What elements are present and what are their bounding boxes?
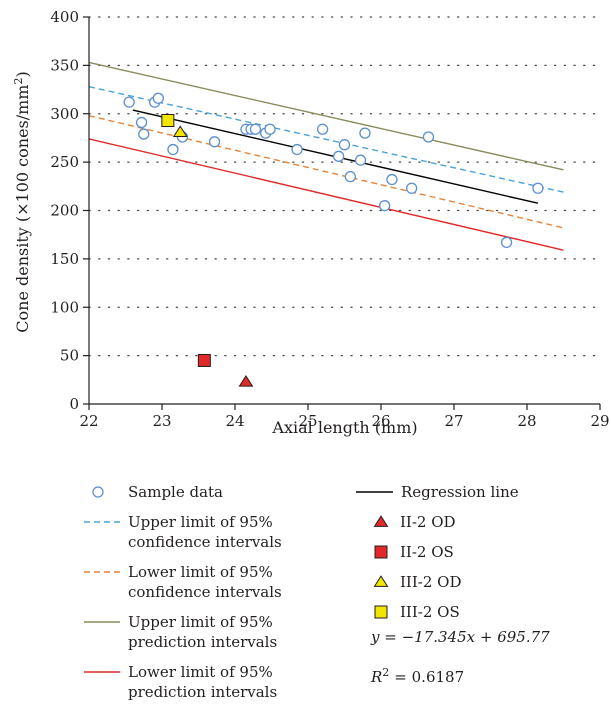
grid-lines [88, 16, 601, 357]
legend-item-upper-pi: Upper limit of 95% prediction intervals [84, 613, 277, 651]
ii2-os-point [197, 353, 211, 367]
legend-label-upper-pi-1: prediction intervals [128, 633, 277, 651]
sample-point-7 [208, 136, 221, 148]
legend-label-iii2-os: III-2 OS [400, 603, 460, 621]
legend-item-iii2-od: III-2 OD [373, 573, 461, 591]
legend-item-regression: Regression line [356, 483, 519, 501]
y-axis-title-main: Cone density (×100 cones/mm [13, 85, 32, 333]
data-points [123, 92, 544, 387]
fit-lines [88, 61, 564, 251]
legend-item-sample: Sample data [92, 483, 223, 501]
r-squared: R2 = 0.6187 [370, 666, 464, 687]
legend-label-upper-ci-1: confidence intervals [128, 533, 282, 551]
sample-point-14 [316, 123, 329, 135]
legend-marker-sample [92, 486, 104, 498]
legend-item-ii2-os: II-2 OS [374, 543, 454, 561]
legend-label-lower-ci-0: Lower limit of 95% [128, 563, 273, 581]
legend-item-lower-pi: Lower limit of 95% prediction intervals [84, 663, 277, 701]
x-tick-label-2: 24 [225, 412, 244, 430]
sample-point-12 [264, 123, 276, 135]
x-tick-label-0: 22 [79, 412, 98, 430]
sample-point-20 [378, 200, 391, 212]
axes [83, 16, 601, 410]
iii2-os-point [161, 114, 175, 128]
sample-point-13 [291, 143, 303, 156]
legend-label-lower-pi-1: prediction intervals [128, 683, 277, 701]
x-tick-label-4: 26 [371, 412, 390, 430]
legend-label-iii2-od: III-2 OD [400, 573, 461, 591]
legend-marker-iii2-os [374, 605, 388, 619]
sample-point-25 [532, 182, 544, 194]
iii2-od-point [172, 125, 188, 138]
y-axis-title: Cone density (×100 cones/mm2) [12, 71, 33, 332]
y-tick-label-8: 400 [50, 8, 79, 26]
y-tick-label-7: 350 [50, 56, 79, 74]
sample-point-21 [386, 173, 398, 186]
lower-pi-line [88, 138, 564, 251]
lower-ci-line [88, 115, 564, 229]
sample-point-10 [249, 123, 262, 135]
regression-equation: y = −17.345x + 695.77 [370, 628, 550, 646]
y-tick-label-5: 250 [50, 153, 79, 171]
legend-item-upper-ci: Upper limit of 95% confidence intervals [84, 513, 282, 551]
sample-point-19 [359, 127, 371, 139]
ii2-od-point [238, 374, 254, 387]
upper-ci-line [88, 85, 564, 193]
legend-item-lower-ci: Lower limit of 95% confidence intervals [84, 563, 282, 601]
sample-point-18 [354, 154, 367, 166]
sample-point-22 [406, 182, 418, 194]
sample-point-4 [152, 92, 165, 104]
legend-marker-ii2-os [374, 545, 388, 559]
legend-label-ii2-os: II-2 OS [400, 543, 454, 561]
y-tick-label-0: 0 [69, 395, 79, 413]
y-tick-label-1: 50 [60, 347, 79, 365]
sample-point-15 [333, 150, 345, 162]
upper-pi-line [88, 61, 564, 171]
y-axis-title-end: ) [13, 71, 32, 77]
x-tick-label-6: 28 [517, 412, 536, 430]
x-tick-label-5: 27 [444, 412, 463, 430]
sample-point-2 [138, 128, 150, 140]
y-tick-label-3: 150 [50, 250, 79, 268]
sample-point-5 [167, 143, 179, 156]
legend-label-upper-pi-0: Upper limit of 95% [128, 613, 273, 631]
sample-point-23 [422, 131, 435, 143]
y-tick-label-4: 200 [50, 202, 79, 220]
y-tick-label-2: 100 [50, 298, 79, 316]
sample-point-24 [500, 236, 513, 249]
legend-label-lower-ci-1: confidence intervals [128, 583, 282, 601]
sample-point-17 [344, 170, 356, 183]
x-axis-title: Axial length (mm) [271, 418, 417, 437]
sample-point-0 [123, 96, 135, 108]
legend-label-upper-ci-0: Upper limit of 95% [128, 513, 273, 531]
x-tick-label-1: 23 [152, 412, 171, 430]
legend-label-ii2-od: II-2 OD [400, 513, 456, 531]
legend-marker-iii2-od [373, 575, 389, 587]
y-tick-label-6: 300 [50, 105, 79, 123]
sample-point-1 [135, 116, 148, 129]
x-tick-label-7: 29 [590, 412, 609, 430]
legend-item-ii2-od: II-2 OD [373, 513, 456, 531]
sample-point-16 [338, 139, 351, 151]
r-squared-value: = 0.6187 [394, 668, 464, 686]
x-tick-label-3: 25 [298, 412, 317, 430]
legend-label-lower-pi-0: Lower limit of 95% [128, 663, 273, 681]
legend-label-sample-0: Sample data [128, 483, 223, 501]
legend-item-iii2-os: III-2 OS [374, 603, 460, 621]
legend-marker-ii2-od [373, 515, 389, 527]
y-axis-title-sup: 2 [12, 78, 25, 85]
legend-label-regression: Regression line [401, 483, 519, 501]
tick-labels: 0 50 100 150 200 250 300 350 400 22 23 24 25 26 27 28 29 [50, 8, 609, 430]
legend: Sample data Upper limit of 95% confidence … [84, 483, 519, 701]
